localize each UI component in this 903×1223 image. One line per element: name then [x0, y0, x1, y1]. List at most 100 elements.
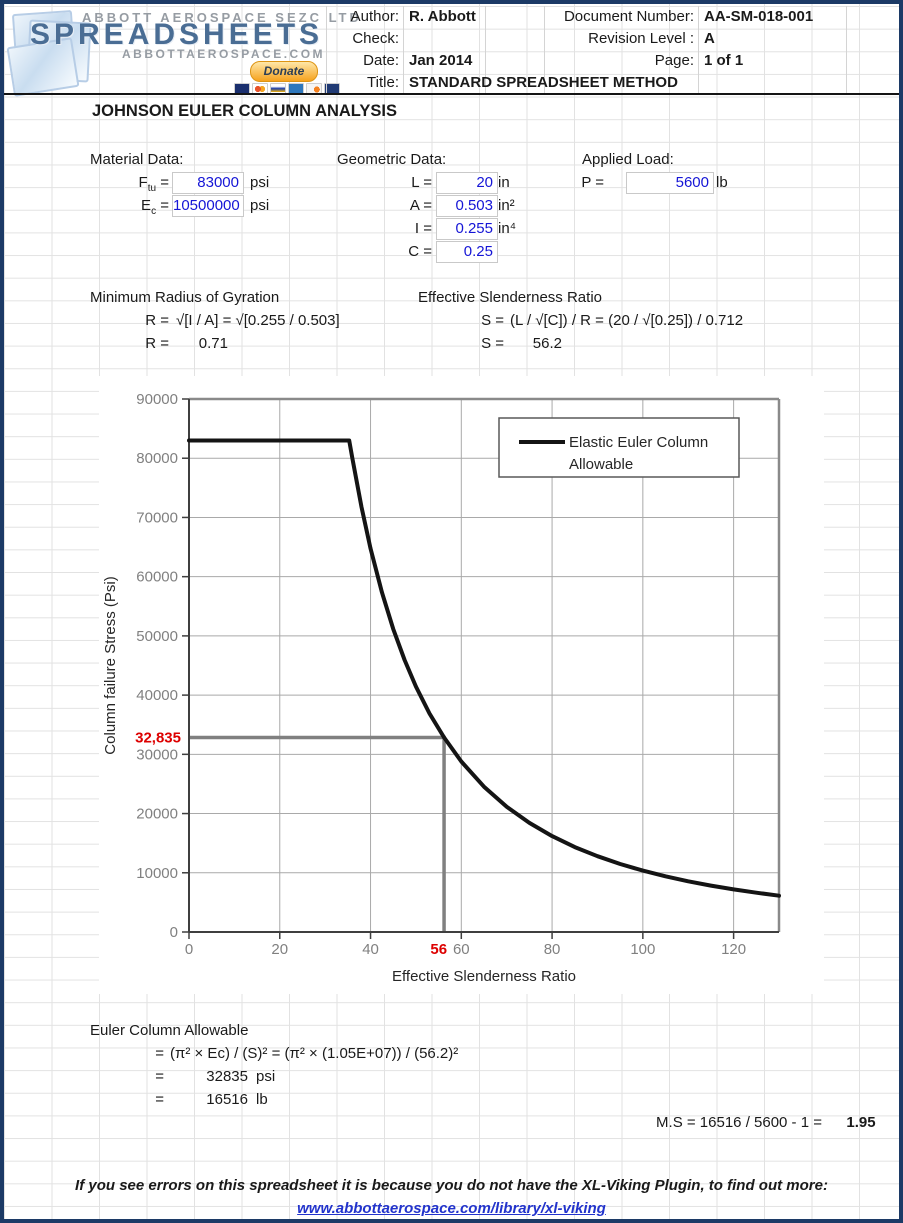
slenderness-formula-label: S =	[481, 312, 504, 329]
gyration-heading: Minimum Radius of Gyration	[90, 289, 280, 306]
header-divider	[326, 6, 327, 95]
y-tick-label: 30000	[136, 746, 178, 763]
date-label: Date:	[363, 52, 399, 69]
header-divider	[485, 6, 486, 95]
ftu-value[interactable]: 83000	[172, 172, 244, 194]
logo-tagline-bottom: ABBOTTAEROSPACE.COM	[122, 47, 326, 61]
x-tick-label: 60	[453, 941, 470, 958]
ec-value[interactable]: 10500000	[172, 195, 244, 217]
y-tick-label: 60000	[136, 569, 178, 586]
annotation-x-label: 56	[430, 941, 447, 958]
euler-formula-eq: =	[155, 1045, 164, 1062]
euler-formula: (π² × Ec) / (S)² = (π² × (1.05E+07)) / (…	[170, 1045, 459, 1062]
euler-heading: Euler Column Allowable	[90, 1022, 249, 1039]
l-value[interactable]: 20	[436, 172, 498, 194]
date-value: Jan 2014	[409, 52, 473, 69]
gyration-result-label: R =	[145, 335, 169, 352]
euler-psi-eq: =	[155, 1068, 164, 1085]
i-unit: in⁴	[498, 220, 517, 237]
l-unit: in	[498, 174, 510, 191]
slenderness-heading: Effective Slenderness Ratio	[418, 289, 602, 306]
l-label: L =	[411, 174, 432, 191]
xl-viking-link[interactable]: www.abbottaerospace.com/library/xl-vikin…	[297, 1200, 606, 1217]
i-label: I =	[414, 220, 432, 237]
c-label: C =	[408, 243, 432, 260]
header-divider	[403, 6, 404, 95]
euler-lb-value: 16516	[206, 1091, 248, 1108]
p-unit: lb	[716, 174, 728, 191]
title-block: ABBOTT AEROSPACE SEZC LTD SPREADSHEETS A…	[4, 4, 899, 97]
a-value[interactable]: 0.503	[436, 195, 498, 217]
y-tick-label: 20000	[136, 806, 178, 823]
author-label: Author:	[350, 8, 399, 25]
revision-label: Revision Level :	[588, 30, 694, 47]
a-label: A =	[409, 197, 432, 214]
slenderness-formula: (L / √[C]) / R = (20 / √[0.25]) / 0.712	[510, 312, 744, 329]
legend-label: Elastic Euler Column	[569, 434, 708, 451]
slenderness-result: 56.2	[532, 335, 562, 352]
a-unit: in²	[498, 197, 515, 214]
logo-tagline-top: ABBOTT AEROSPACE SEZC LTD	[82, 10, 362, 25]
logo-brand: SPREADSHEETS	[30, 18, 324, 51]
annotation-y-label: 32,835	[135, 730, 181, 747]
header-divider	[846, 6, 847, 95]
slenderness-result-label: S =	[481, 335, 504, 352]
x-axis-title: Effective Slenderness Ratio	[392, 968, 576, 985]
doc-number-label: Document Number:	[563, 8, 694, 25]
euler-psi-value: 32835	[206, 1068, 248, 1085]
y-axis-title: Column failure Stress (Psi)	[102, 576, 119, 754]
title-value: STANDARD SPREADSHEET METHOD	[409, 74, 678, 91]
xl-viking-notice: If you see errors on this spreadsheet it…	[75, 1177, 828, 1194]
header-bottom-rule	[4, 93, 899, 95]
y-tick-label: 0	[170, 924, 178, 941]
ftu-label: Ftu =	[138, 174, 169, 194]
margin-of-safety-value: 1.95	[846, 1114, 876, 1131]
x-tick-label: 40	[362, 941, 379, 958]
chart-legend	[498, 417, 740, 478]
author-value: R. Abbott	[409, 8, 476, 25]
page-value: 1 of 1	[704, 52, 744, 69]
y-tick-label: 80000	[136, 450, 178, 467]
chart-crosshair	[189, 735, 446, 932]
x-tick-label: 100	[630, 941, 655, 958]
euler-psi-unit: psi	[256, 1068, 276, 1085]
p-value[interactable]: 5600	[626, 172, 714, 194]
applied-heading: Applied Load:	[582, 151, 674, 168]
ftu-unit: psi	[250, 174, 270, 191]
c-value[interactable]: 0.25	[436, 241, 498, 263]
revision-value: A	[704, 30, 715, 47]
euler-lb-eq: =	[155, 1091, 164, 1108]
check-label: Check:	[352, 30, 399, 47]
donate-button[interactable]: Donate	[250, 61, 318, 82]
euler-lb-unit: lb	[256, 1091, 268, 1108]
page-label: Page:	[654, 52, 694, 69]
column-buckling-chart: 0 10000 20000 30000 40000 50000 60000 70000 8000…	[99, 376, 824, 994]
p-label: P =	[581, 174, 604, 191]
chart-canvas: 0 10000 20000 30000 40000 50000 60000 70000 8000…	[102, 391, 781, 985]
margin-of-safety-expression: M.S = 16516 / 5600 - 1 =	[656, 1114, 822, 1131]
ec-label: Ec =	[141, 197, 169, 217]
y-tick-label: 40000	[136, 687, 178, 704]
x-tick-label: 80	[544, 941, 561, 958]
x-tick-label: 0	[185, 941, 193, 958]
y-tick-label: 10000	[136, 865, 178, 882]
doc-number-value: AA-SM-018-001	[704, 8, 814, 25]
material-heading: Material Data:	[90, 151, 184, 168]
geometric-heading: Geometric Data:	[337, 151, 447, 168]
header-divider	[544, 6, 545, 95]
footer-link-row: www.abbottaerospace.com/library/xl-vikin…	[4, 1197, 899, 1219]
legend-label: Allowable	[569, 456, 633, 473]
y-tick-label: 90000	[136, 391, 178, 408]
title-label: Title:	[367, 74, 399, 91]
i-value[interactable]: 0.255	[436, 218, 498, 240]
y-tick-label: 70000	[136, 509, 178, 526]
x-tick-label: 20	[271, 941, 288, 958]
sheet-title: JOHNSON EULER COLUMN ANALYSIS	[92, 102, 397, 120]
gyration-formula: √[I / A] = √[0.255 / 0.503]	[176, 312, 340, 329]
x-tick-label: 120	[721, 941, 746, 958]
ec-unit: psi	[250, 197, 270, 214]
gyration-result: 0.71	[198, 335, 228, 352]
header-divider	[698, 6, 699, 95]
chart-curve	[187, 438, 781, 898]
